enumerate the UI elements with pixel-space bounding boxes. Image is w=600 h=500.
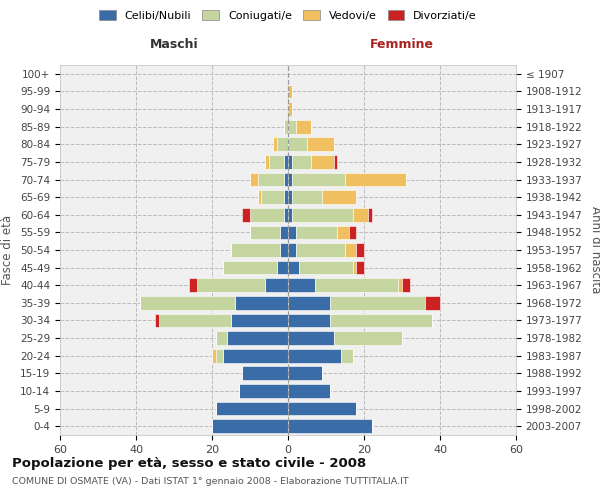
Bar <box>269 155 284 169</box>
Bar <box>155 314 159 328</box>
Bar <box>292 208 353 222</box>
Text: COMUNE DI OSMATE (VA) - Dati ISTAT 1° gennaio 2008 - Elaborazione TUTTITALIA.IT: COMUNE DI OSMATE (VA) - Dati ISTAT 1° ge… <box>12 478 409 486</box>
Bar <box>265 155 269 169</box>
Bar <box>284 120 288 134</box>
Bar <box>356 260 364 274</box>
Bar <box>288 190 292 204</box>
Y-axis label: Anni di nascita: Anni di nascita <box>589 206 600 294</box>
Bar <box>288 420 371 433</box>
Bar <box>314 278 398 292</box>
Bar <box>288 208 292 222</box>
Bar <box>292 190 322 204</box>
Bar <box>189 278 197 292</box>
Bar <box>212 420 288 433</box>
Bar <box>341 349 353 362</box>
Legend: Celibi/Nubili, Coniugati/e, Vedovi/e, Divorziati/e: Celibi/Nubili, Coniugati/e, Vedovi/e, Di… <box>95 6 481 25</box>
Bar <box>398 278 402 292</box>
Bar <box>288 384 330 398</box>
Bar <box>262 190 284 204</box>
Bar <box>284 190 288 204</box>
Bar <box>288 84 292 98</box>
Bar <box>402 278 410 292</box>
Bar <box>231 314 288 328</box>
Bar <box>197 278 265 292</box>
Bar <box>288 296 330 310</box>
Bar <box>257 190 262 204</box>
Bar <box>288 314 330 328</box>
Bar <box>334 155 337 169</box>
Bar <box>277 260 288 274</box>
Bar <box>242 208 250 222</box>
Bar <box>356 243 364 257</box>
Bar <box>288 278 314 292</box>
Text: Popolazione per età, sesso e stato civile - 2008: Popolazione per età, sesso e stato civil… <box>12 458 366 470</box>
Bar <box>250 208 284 222</box>
Bar <box>334 331 402 345</box>
Bar <box>296 243 345 257</box>
Bar <box>235 296 288 310</box>
Y-axis label: Fasce di età: Fasce di età <box>1 215 14 285</box>
Bar <box>353 208 368 222</box>
Bar <box>307 138 334 151</box>
Bar <box>250 172 257 186</box>
Bar <box>231 243 280 257</box>
Bar <box>284 155 288 169</box>
Bar <box>288 402 356 415</box>
Bar <box>349 226 356 239</box>
Bar <box>288 102 292 116</box>
Bar <box>292 155 311 169</box>
Bar <box>273 138 277 151</box>
Bar <box>277 138 288 151</box>
Bar <box>288 155 292 169</box>
Bar <box>330 296 425 310</box>
Bar <box>140 296 235 310</box>
Bar <box>227 331 288 345</box>
Bar <box>257 172 284 186</box>
Bar <box>299 260 353 274</box>
Bar <box>288 138 307 151</box>
Bar <box>288 243 296 257</box>
Bar <box>284 172 288 186</box>
Bar <box>223 260 277 274</box>
Bar <box>280 226 288 239</box>
Bar <box>250 226 280 239</box>
Bar <box>216 402 288 415</box>
Bar <box>216 349 223 362</box>
Bar <box>216 331 227 345</box>
Bar <box>288 120 296 134</box>
Bar <box>280 243 288 257</box>
Bar <box>223 349 288 362</box>
Bar <box>337 226 349 239</box>
Bar <box>288 226 296 239</box>
Bar <box>288 260 299 274</box>
Text: Femmine: Femmine <box>370 38 434 51</box>
Bar <box>368 208 371 222</box>
Bar <box>265 278 288 292</box>
Bar <box>292 172 345 186</box>
Bar <box>345 243 356 257</box>
Bar <box>425 296 440 310</box>
Bar <box>345 172 406 186</box>
Bar <box>296 120 311 134</box>
Bar <box>239 384 288 398</box>
Bar <box>212 349 216 362</box>
Bar <box>288 349 341 362</box>
Bar <box>288 331 334 345</box>
Bar <box>311 155 334 169</box>
Bar <box>353 260 356 274</box>
Bar <box>159 314 231 328</box>
Bar <box>288 172 292 186</box>
Bar <box>288 366 322 380</box>
Bar <box>242 366 288 380</box>
Bar <box>330 314 433 328</box>
Bar <box>284 208 288 222</box>
Bar <box>322 190 356 204</box>
Text: Maschi: Maschi <box>149 38 199 51</box>
Bar <box>296 226 337 239</box>
